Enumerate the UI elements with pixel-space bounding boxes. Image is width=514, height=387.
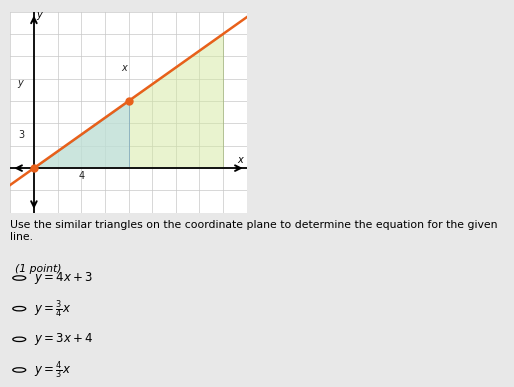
Text: y: y [17,78,23,88]
Text: (1 point): (1 point) [15,264,62,274]
Text: $y = 3x + 4$: $y = 3x + 4$ [34,331,94,347]
Text: x: x [237,154,243,164]
Polygon shape [34,34,223,168]
Text: x: x [121,63,126,72]
Text: $y = \frac{3}{4}x$: $y = \frac{3}{4}x$ [34,298,71,320]
Text: 3: 3 [18,130,24,140]
Text: 4: 4 [78,171,84,181]
Text: Use the similar triangles on the coordinate plane to determine the equation for : Use the similar triangles on the coordin… [10,220,498,242]
Text: y: y [36,10,42,21]
Polygon shape [34,101,128,168]
Text: $y = \frac{4}{3}x$: $y = \frac{4}{3}x$ [34,359,71,381]
Text: $y = 4x + 3$: $y = 4x + 3$ [34,270,93,286]
